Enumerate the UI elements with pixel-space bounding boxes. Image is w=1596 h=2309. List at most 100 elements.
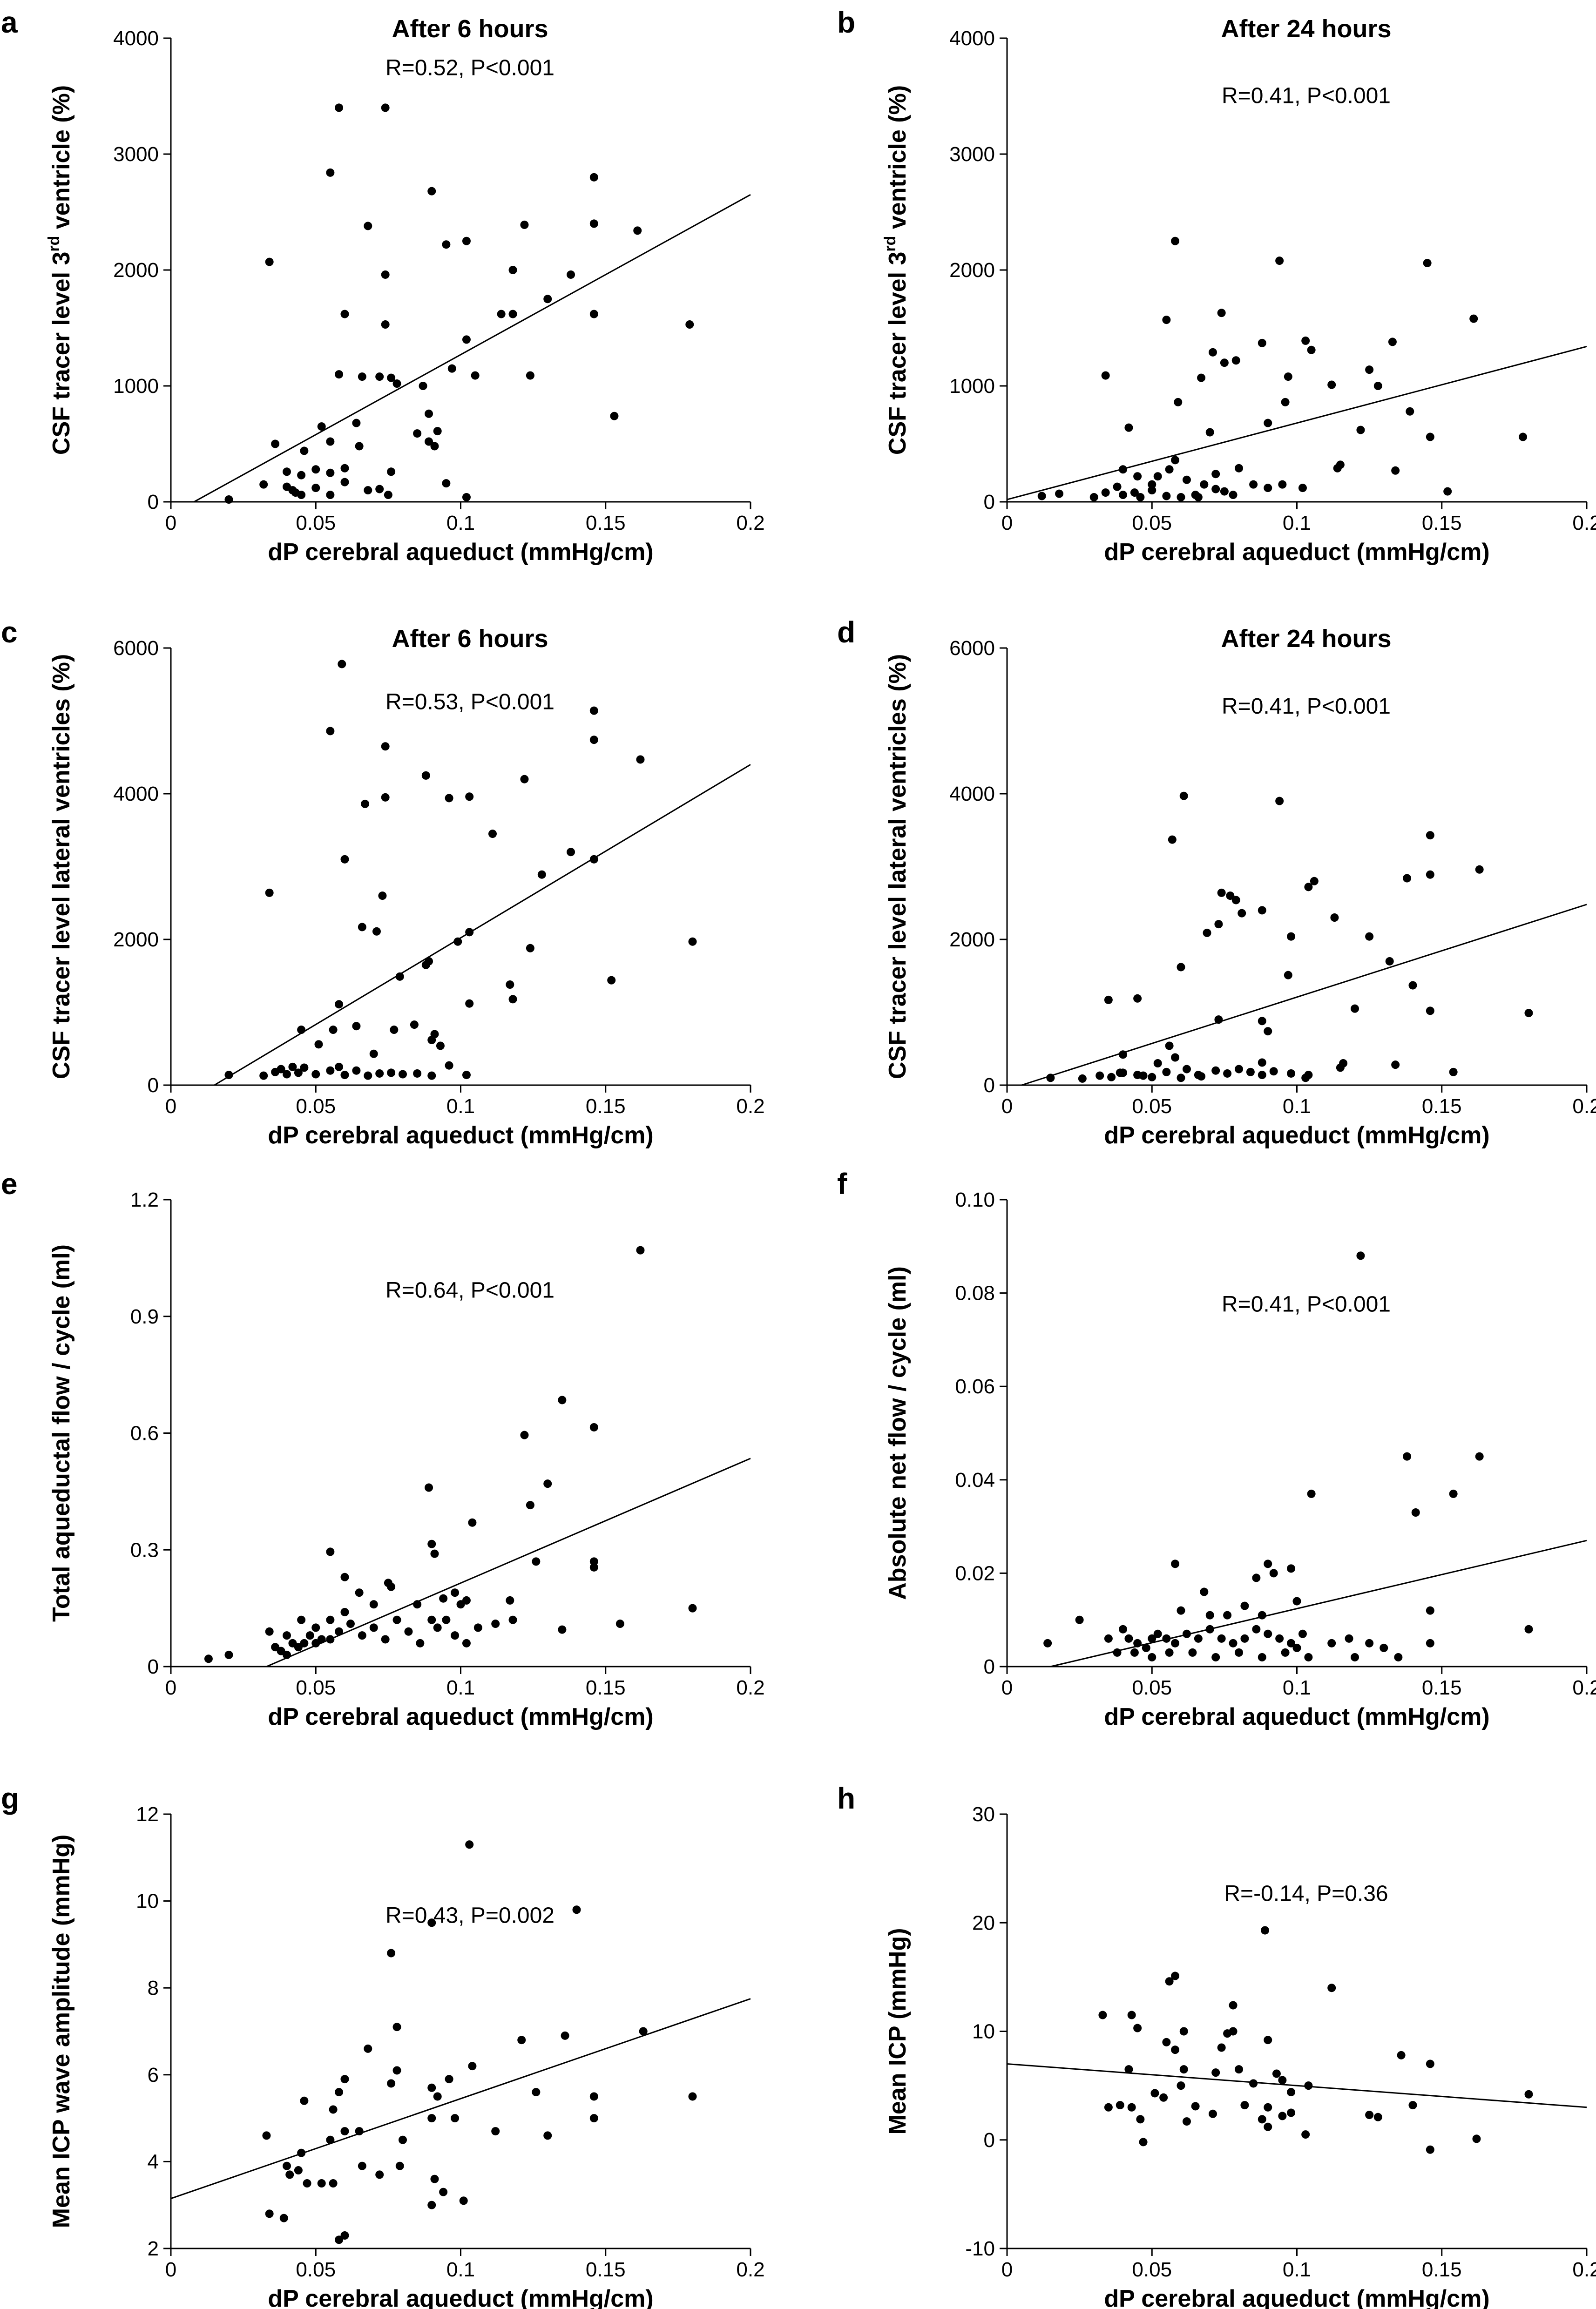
data-point: [427, 1071, 436, 1080]
data-point: [427, 1918, 436, 1927]
panel-label: g: [1, 1782, 19, 1815]
data-point: [340, 2231, 349, 2240]
data-point: [346, 1620, 355, 1628]
data-point: [465, 999, 474, 1008]
data-point: [1275, 257, 1284, 265]
data-point: [427, 2201, 436, 2209]
data-point: [589, 1563, 598, 1572]
data-point: [300, 446, 309, 455]
data-point: [1391, 1060, 1400, 1069]
x-tick-label: 0.2: [1572, 512, 1596, 534]
x-axis-label: dP cerebral aqueduct (mmHg/cm): [268, 539, 653, 566]
y-tick-label: 0: [984, 2129, 995, 2152]
data-point: [297, 471, 306, 479]
panel-label: c: [1, 615, 18, 649]
data-point: [1278, 2076, 1287, 2085]
data-point: [265, 1627, 274, 1636]
data-point: [1104, 2103, 1113, 2112]
data-point: [1298, 484, 1307, 493]
regression-line: [1050, 1539, 1587, 1668]
data-point: [1264, 2036, 1272, 2045]
data-point: [1124, 423, 1133, 432]
data-point: [392, 2066, 401, 2075]
data-point: [1264, 2122, 1272, 2131]
regression-line: [1007, 345, 1587, 500]
data-point: [1426, 870, 1434, 879]
y-tick-label: 4000: [113, 783, 159, 805]
panel-a: 0 0.05 0.1 0.15 0.2 0 1000 2000 3000 4000 a After 6…: [1, 6, 765, 566]
data-point: [567, 270, 575, 279]
data-point: [1148, 1073, 1156, 1081]
data-point: [387, 2079, 396, 2088]
data-point: [421, 771, 430, 780]
y-tick-label: 0: [984, 1074, 995, 1097]
data-point: [1171, 1560, 1180, 1568]
data-point: [311, 1070, 320, 1079]
data-point: [1524, 1009, 1533, 1018]
data-point: [277, 1065, 285, 1073]
x-tick-label: 0.2: [1572, 1095, 1596, 1118]
data-point: [465, 792, 474, 801]
data-point: [1127, 2103, 1136, 2112]
data-point: [204, 1654, 213, 1663]
data-point: [508, 995, 517, 1004]
data-point: [1269, 1569, 1278, 1578]
data-point: [1356, 1251, 1365, 1260]
data-point: [1194, 1634, 1203, 1643]
correlation-annotation: R=0.53, P<0.001: [385, 689, 555, 714]
data-point: [392, 2023, 401, 2032]
data-point: [1403, 1452, 1412, 1461]
data-point: [1385, 957, 1394, 965]
data-point: [1426, 432, 1434, 441]
data-point: [364, 1071, 372, 1080]
data-point: [416, 1639, 425, 1647]
data-point: [1235, 1648, 1243, 1657]
data-point: [1171, 1971, 1180, 1980]
data-point: [1159, 2093, 1168, 2102]
data-point: [465, 928, 474, 937]
data-point: [1165, 1977, 1174, 1986]
data-point: [639, 2027, 648, 2036]
panel-label: h: [837, 1782, 855, 1815]
data-point: [355, 442, 364, 451]
data-point: [358, 372, 366, 381]
x-axis-label: dP cerebral aqueduct (mmHg/cm): [268, 1122, 653, 1149]
data-point: [1214, 920, 1223, 929]
data-point: [1188, 1648, 1197, 1657]
data-point: [1208, 348, 1217, 357]
data-point: [1287, 1069, 1296, 1078]
data-point: [508, 310, 517, 318]
y-tick-label: 2000: [113, 928, 159, 951]
data-point: [520, 1431, 529, 1439]
data-point: [1133, 2024, 1142, 2032]
data-point: [259, 1071, 268, 1080]
data-point: [387, 467, 396, 476]
data-point: [1153, 472, 1162, 481]
data-point: [1133, 1639, 1142, 1647]
data-point: [1356, 425, 1365, 434]
data-point: [430, 442, 439, 451]
data-point: [224, 495, 233, 504]
data-point: [1249, 2079, 1258, 2088]
data-point: [1258, 1611, 1266, 1620]
data-point: [526, 1501, 534, 1510]
data-point: [1339, 1059, 1348, 1068]
x-tick-label: 0: [165, 1095, 176, 1118]
data-point: [442, 240, 451, 249]
x-tick-label: 0.15: [1422, 2258, 1462, 2281]
data-point: [1264, 419, 1272, 427]
data-point: [413, 1600, 422, 1609]
data-point: [303, 2179, 311, 2188]
y-tick-label: -10: [965, 2237, 995, 2260]
panel-h: 0 0.05 0.1 0.15 0.2 -10 0 10 20 30 h R=-0.14, P=0.3…: [837, 1782, 1596, 2309]
data-point: [1197, 373, 1206, 382]
y-axis-label-superscript: rd: [881, 236, 899, 252]
data-point: [1205, 428, 1214, 437]
data-point: [1345, 1634, 1353, 1643]
panel-b: 0 0.05 0.1 0.15 0.2 0 1000 2000 3000 4000 b After 2…: [837, 6, 1596, 566]
data-point: [283, 1070, 291, 1079]
data-point: [335, 2088, 344, 2097]
data-point: [506, 1596, 514, 1605]
chart-title: After 6 hours: [392, 625, 548, 653]
